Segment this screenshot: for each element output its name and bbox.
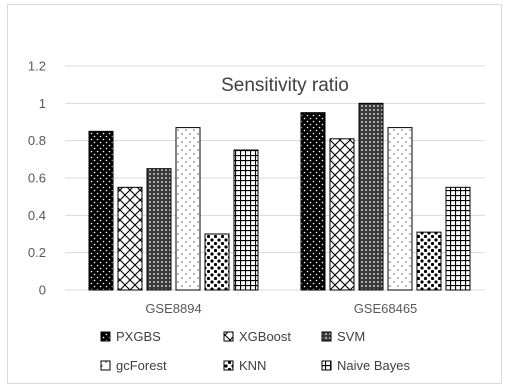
- x-category-label: GSE68465: [354, 301, 418, 316]
- y-axis-ticks: 0 0.2 0.4 0.6 0.8 1 1.2: [28, 59, 46, 298]
- legend-label-naive-bayes: Naive Bayes: [337, 358, 410, 373]
- y-tick-label: 0: [39, 283, 46, 298]
- y-tick-label: 0.4: [28, 208, 46, 223]
- bar-svm-gse8894: [146, 168, 172, 291]
- x-axis-categories: GSE8894 GSE68465: [145, 301, 417, 316]
- y-tick-label: 1.2: [28, 59, 46, 74]
- bar-knn-gse8894: [204, 233, 230, 291]
- legend-label-knn: KNN: [239, 358, 266, 373]
- bar-xgboost-gse8894: [117, 186, 143, 291]
- bar-gcforest-gse68465: [387, 127, 413, 291]
- legend-swatch-naive-bayes: [321, 360, 332, 371]
- legend-swatch-pxgbs: [100, 331, 111, 342]
- bar-naive-bayes-gse8894: [233, 149, 259, 291]
- bar-naive-bayes-gse68465: [445, 186, 471, 291]
- bars: [88, 102, 471, 291]
- legend-swatch-gcforest: [100, 360, 111, 371]
- legend-swatch-xgboost: [223, 331, 234, 342]
- chart-frame: [7, 4, 502, 384]
- y-tick-label: 0.6: [28, 171, 46, 186]
- legend: PXGBS XGBoost SVM gcForest KNN Naive Bayes: [100, 329, 410, 373]
- bar-pxgbs-gse68465: [300, 112, 326, 291]
- legend-label-pxgbs: PXGBS: [116, 329, 161, 344]
- bar-knn-gse68465: [416, 231, 442, 291]
- legend-swatch-svm: [321, 331, 332, 342]
- y-tick-label: 0.2: [28, 245, 46, 260]
- bar-gcforest-gse8894: [175, 127, 201, 291]
- legend-label-xgboost: XGBoost: [239, 329, 291, 344]
- bar-xgboost-gse68465: [329, 138, 355, 291]
- bar-svm-gse68465: [358, 102, 384, 291]
- legend-swatch-knn: [223, 360, 234, 371]
- x-category-label: GSE8894: [145, 301, 201, 316]
- bar-pxgbs-gse8894: [88, 130, 114, 291]
- legend-label-svm: SVM: [337, 329, 365, 344]
- chart-title: Sensitivity ratio: [221, 75, 349, 96]
- y-tick-label: 0.8: [28, 133, 46, 148]
- legend-label-gcforest: gcForest: [116, 358, 167, 373]
- y-tick-label: 1: [39, 96, 46, 111]
